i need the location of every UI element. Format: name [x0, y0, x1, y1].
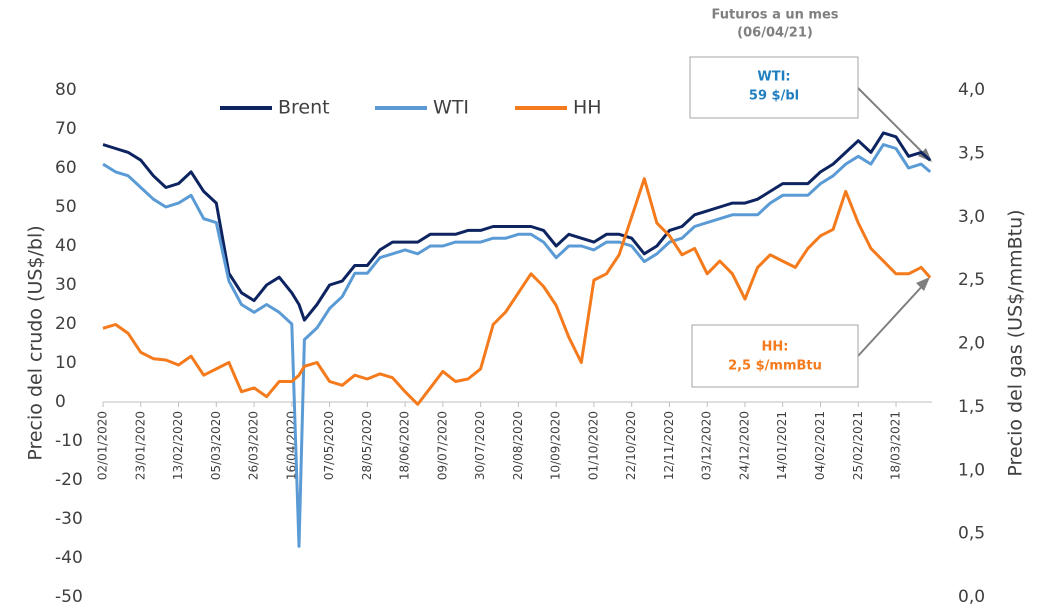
- annotation-text: WTI:: [757, 70, 790, 85]
- y-tick-label: 20: [55, 314, 77, 334]
- x-tick-label: 26/03/2020: [247, 411, 261, 480]
- series-line: [102, 177, 932, 406]
- y2-tick-label: 1,5: [958, 397, 985, 417]
- y-tick-label: 60: [55, 158, 77, 178]
- y-axis-title: Precio del crudo (US$/bl): [25, 225, 47, 460]
- x-tick-label: 18/03/2021: [889, 411, 903, 480]
- x-tick-label: 14/01/2021: [775, 411, 789, 480]
- x-tick-label: 20/08/2020: [511, 411, 525, 480]
- series-line: [102, 143, 932, 548]
- x-tick-label: 04/02/2021: [813, 411, 827, 480]
- y-tick-label: 70: [55, 119, 77, 139]
- x-tick-label: 07/05/2020: [322, 411, 336, 480]
- annotation-text: 59 $/bl: [749, 89, 799, 104]
- x-tick-label: 13/02/2020: [171, 411, 185, 480]
- legend-label: WTI: [433, 97, 469, 119]
- x-tick-label: 10/09/2020: [549, 411, 563, 480]
- y2-tick-label: 2,5: [958, 270, 985, 290]
- y-tick-label: 80: [55, 80, 77, 100]
- y2-tick-label: 0,0: [958, 587, 985, 607]
- y-tick-label: -50: [55, 587, 83, 607]
- y-tick-label: -40: [55, 548, 83, 568]
- annotation-box: [691, 324, 859, 388]
- annotation-text: 2,5 $/mmBtu: [728, 359, 822, 374]
- x-tick-label: 03/12/2020: [700, 411, 714, 480]
- y2-tick-label: 4,0: [958, 80, 985, 100]
- y-tick-label: 0: [55, 392, 66, 412]
- y-tick-label: -20: [55, 470, 83, 490]
- y2-tick-label: 1,0: [958, 460, 985, 480]
- annotation-text: HH:: [762, 340, 789, 355]
- y-tick-label: 50: [55, 197, 77, 217]
- y2-tick-label: 3,0: [958, 207, 985, 227]
- y2-axis-title: Precio del gas (US$/mmBtu): [1005, 209, 1027, 476]
- x-tick-label: 24/12/2020: [737, 411, 751, 480]
- x-tick-label: 25/02/2021: [851, 411, 865, 480]
- x-tick-label: 09/07/2020: [435, 411, 449, 480]
- y-tick-label: 30: [55, 275, 77, 295]
- arrow: [857, 87, 929, 159]
- y-tick-label: 10: [55, 353, 77, 373]
- y-tick-label: 40: [55, 236, 77, 256]
- x-tick-label: 02/01/2020: [96, 411, 110, 480]
- x-tick-label: 01/10/2020: [586, 411, 600, 480]
- x-tick-label: 28/05/2020: [360, 411, 374, 480]
- annotation-header: Futuros a un mes: [712, 8, 839, 23]
- arrow-head: [916, 277, 930, 291]
- y-tick-label: -30: [55, 509, 83, 529]
- x-tick-label: 05/03/2020: [209, 411, 223, 480]
- legend-label: Brent: [278, 97, 330, 119]
- x-tick-label: 23/01/2020: [133, 411, 147, 480]
- y2-tick-label: 0,5: [958, 524, 985, 544]
- arrow: [857, 281, 927, 357]
- legend-label: HH: [573, 97, 602, 119]
- annotation-header: (06/04/21): [737, 26, 813, 41]
- y-tick-label: -10: [55, 431, 83, 451]
- x-tick-label: 18/06/2020: [398, 411, 412, 480]
- x-tick-label: 30/07/2020: [473, 411, 487, 480]
- y2-tick-label: 3,5: [958, 143, 985, 163]
- x-tick-label: 22/10/2020: [624, 411, 638, 480]
- annotation-box: [689, 56, 859, 119]
- y2-tick-label: 2,0: [958, 334, 985, 354]
- series-line: [102, 131, 932, 322]
- x-tick-label: 12/11/2020: [662, 411, 676, 480]
